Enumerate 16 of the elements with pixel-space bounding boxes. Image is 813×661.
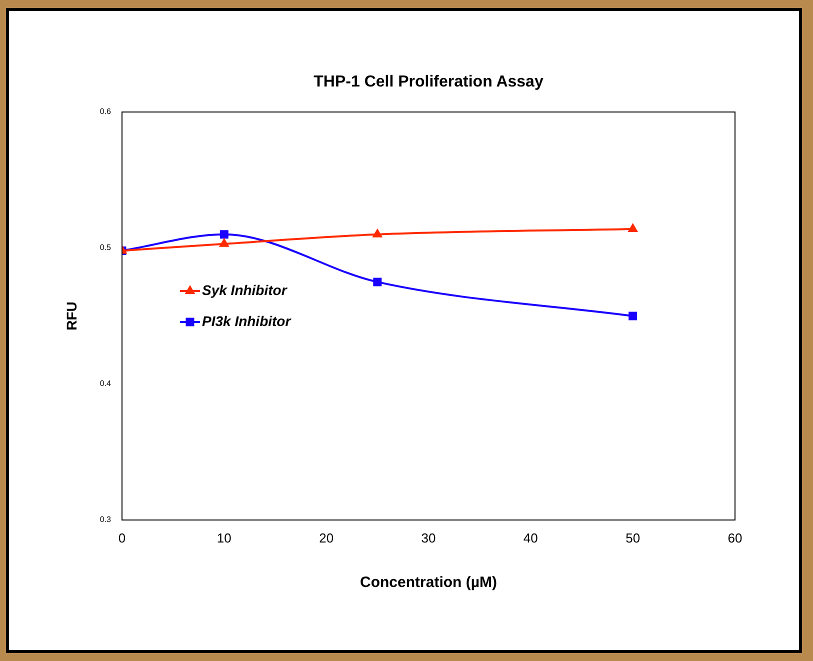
y-tick-label: 0.5 [100, 243, 112, 252]
y-tick-label: 0.6 [100, 107, 112, 116]
x-tick-label: 40 [523, 530, 538, 546]
chart-title: THP-1 Cell Proliferation Assay [314, 73, 544, 90]
x-tick-label: 60 [728, 530, 742, 546]
legend-label: PI3k Inhibitor [202, 312, 292, 329]
x-tick-label: 50 [626, 530, 640, 546]
x-tick-label: 30 [421, 530, 436, 546]
y-tick-label: 0.4 [100, 379, 112, 388]
x-tick-label: 20 [319, 530, 334, 546]
y-axis-title: RFU [63, 302, 80, 330]
legend-label: Syk Inhibitor [202, 282, 288, 298]
x-tick-label: 10 [216, 530, 232, 546]
x-tick-label: 0 [118, 530, 126, 546]
y-tick-label: 0.3 [100, 515, 112, 524]
x-axis-title: Concentration (µM) [360, 574, 497, 592]
